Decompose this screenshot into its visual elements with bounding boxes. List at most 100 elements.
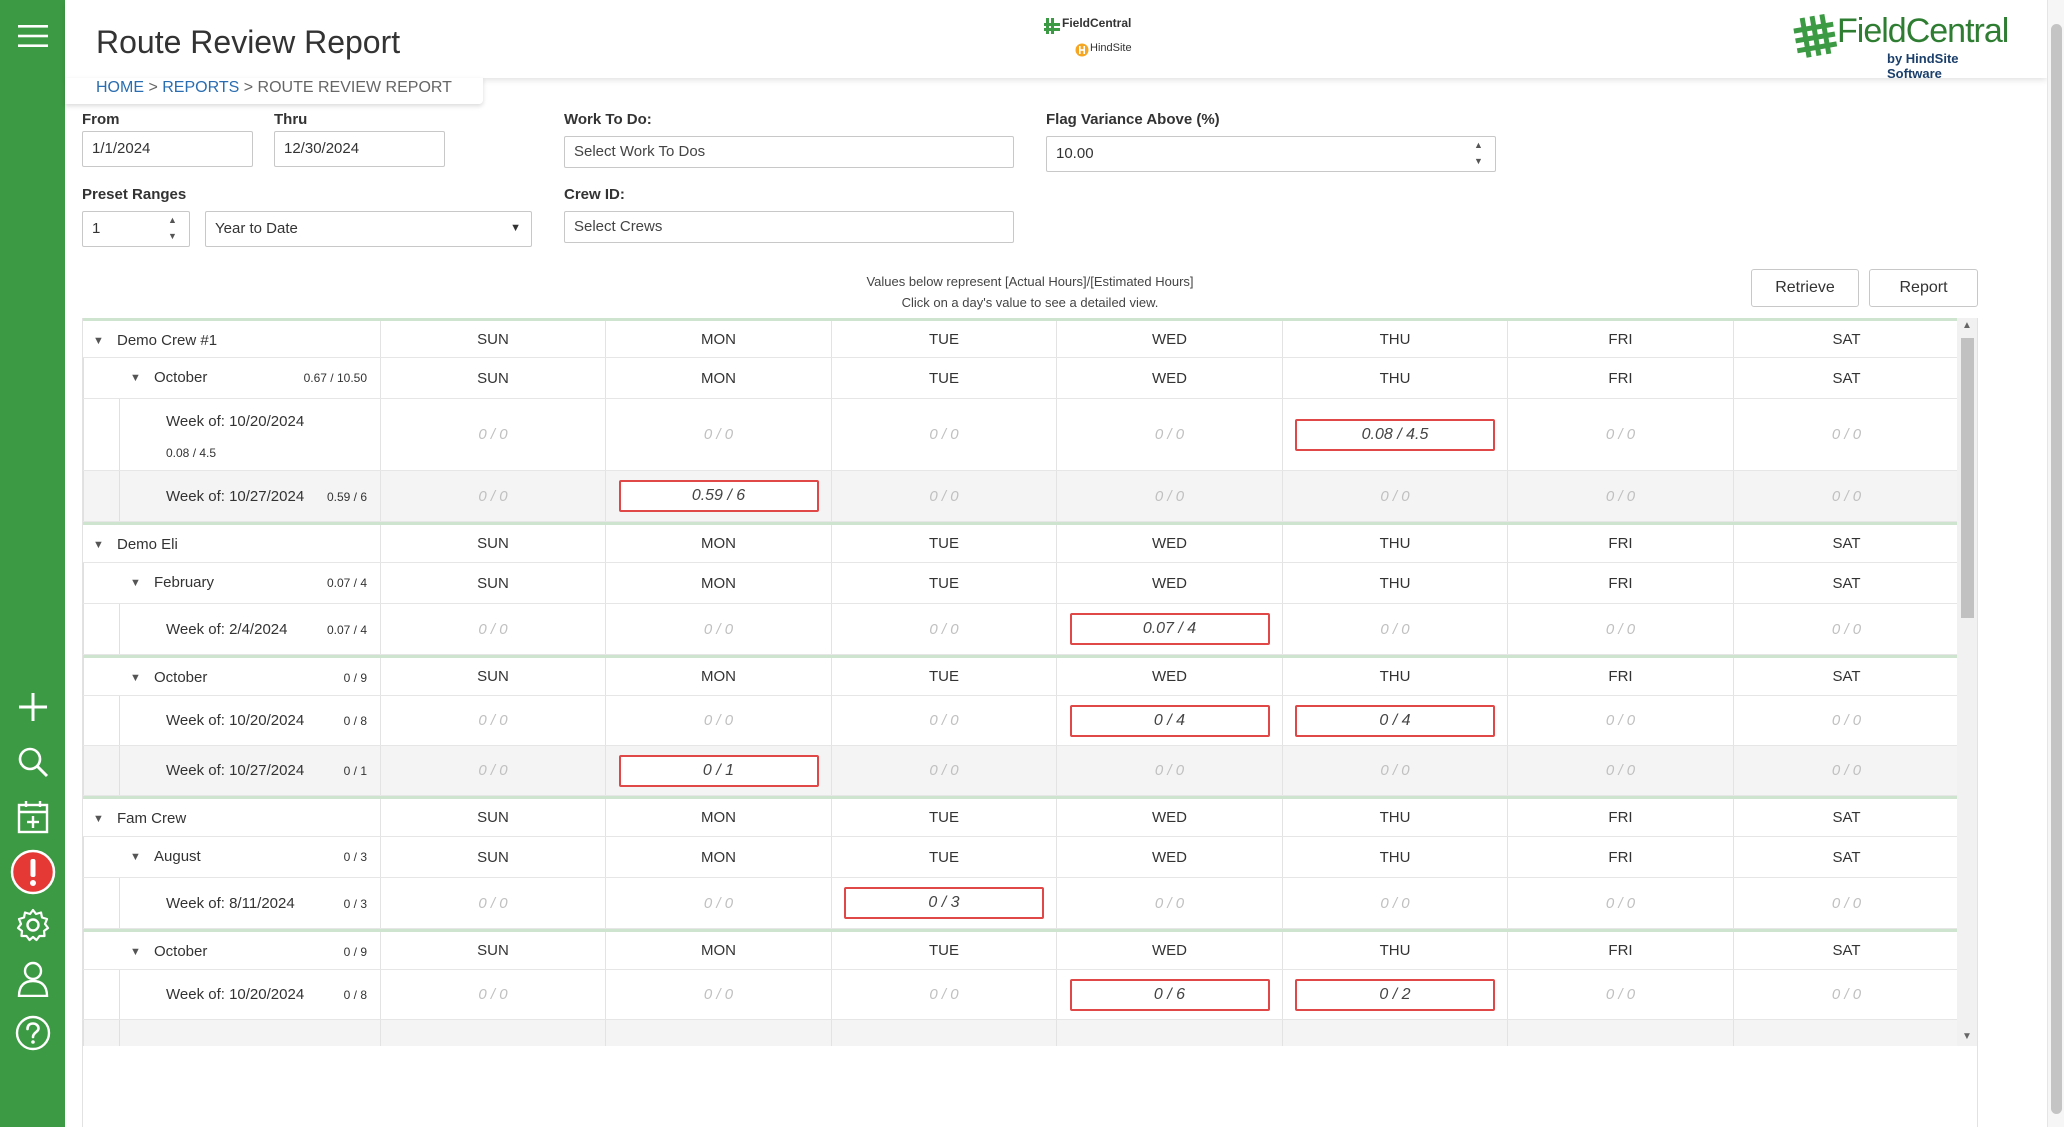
day-cell-thu[interactable]: 0 / 0 (1282, 604, 1507, 654)
flagged-day-value[interactable]: 0 / 2 (1295, 978, 1495, 1011)
day-value[interactable]: 0 / 0 (1831, 894, 1862, 912)
day-cell-wed[interactable]: 0.07 / 4 (1056, 604, 1282, 654)
breadcrumb-reports-link[interactable]: REPORTS (162, 79, 240, 96)
day-cell-sat[interactable]: 0 / 0 (1733, 746, 1959, 795)
day-value[interactable]: 0 / 0 (1831, 986, 1862, 1003)
grid-scrollbar[interactable]: ▲ ▼ (1957, 318, 1977, 1046)
grid-scrollbar-thumb[interactable] (1961, 338, 1974, 618)
day-cell-sun[interactable]: 0 / 0 (380, 399, 605, 470)
help-icon[interactable] (0, 1008, 65, 1058)
day-value[interactable]: 0 / 0 (1605, 894, 1636, 912)
crew-id-select[interactable]: Select Crews (564, 211, 1014, 243)
day-cell-thu[interactable]: 0 / 0 (1282, 878, 1507, 928)
day-cell-wed[interactable]: 0 / 0 (1056, 399, 1282, 470)
flagged-day-value[interactable]: 0 / 6 (1069, 978, 1270, 1011)
flagged-day-value[interactable]: 0 / 4 (1069, 704, 1270, 737)
day-cell-mon[interactable]: 0 / 0 (605, 399, 831, 470)
flagged-day-value[interactable]: 0 / 4 (1295, 704, 1495, 737)
flagged-day-value[interactable]: 0.08 / 4.5 (1295, 418, 1495, 451)
day-cell-mon[interactable]: 0 / 1 (605, 746, 831, 795)
day-cell-thu[interactable]: 0 / 0 (1282, 746, 1507, 795)
stepper-up-icon[interactable]: ▲ (168, 215, 177, 225)
day-cell-fri[interactable]: 0 / 0 (1507, 399, 1733, 470)
week-name[interactable]: Week of: 10/20/2024 (166, 712, 305, 729)
day-cell-sat[interactable]: 0 / 0 (1733, 471, 1959, 521)
collapse-caret-icon[interactable]: ▼ (130, 372, 141, 384)
calendar-add-icon[interactable] (0, 792, 65, 842)
day-cell-fri[interactable]: 0 / 0 (1507, 746, 1733, 795)
day-value[interactable]: 0 / 0 (703, 426, 734, 443)
day-cell-mon[interactable]: 0 / 0 (605, 878, 831, 928)
week-name[interactable]: Week of: 10/27/2024 (166, 762, 305, 779)
day-cell-tue[interactable]: 0 / 0 (831, 399, 1056, 470)
week-name[interactable]: Week of: 2/4/2024 (166, 621, 288, 638)
day-cell-sat[interactable]: 0 / 0 (1733, 696, 1959, 745)
day-cell-sat[interactable]: 0 / 0 (1733, 970, 1959, 1019)
day-value[interactable]: 0 / 0 (929, 426, 959, 443)
day-value[interactable]: 0 / 0 (929, 620, 959, 638)
day-cell-fri[interactable]: 0 / 0 (1507, 696, 1733, 745)
day-value[interactable]: 0 / 0 (1154, 894, 1185, 912)
day-cell-mon[interactable]: 0 / 0 (605, 696, 831, 745)
stepper-down-icon[interactable]: ▼ (168, 231, 177, 241)
day-cell-thu[interactable]: 0 / 0 (1282, 471, 1507, 521)
work-to-do-select[interactable]: Select Work To Dos (564, 136, 1014, 168)
collapse-caret-icon[interactable]: ▼ (130, 851, 141, 863)
day-value[interactable]: 0 / 0 (1605, 762, 1636, 779)
retrieve-button[interactable]: Retrieve (1751, 269, 1859, 307)
day-value[interactable]: 0 / 0 (478, 620, 508, 638)
day-value[interactable]: 0 / 0 (703, 986, 734, 1003)
day-value[interactable]: 0 / 0 (1380, 620, 1410, 638)
day-value[interactable]: 0 / 0 (703, 712, 734, 729)
day-value[interactable]: 0 / 0 (1831, 620, 1862, 638)
day-cell-sun[interactable]: 0 / 0 (380, 604, 605, 654)
day-cell-thu[interactable]: 0 / 4 (1282, 696, 1507, 745)
day-value[interactable]: 0 / 0 (1605, 487, 1636, 505)
week-name[interactable]: Week of: 10/20/2024 (166, 413, 305, 430)
day-value[interactable]: 0 / 0 (929, 986, 959, 1003)
stepper-down-icon[interactable]: ▼ (1474, 156, 1483, 166)
day-cell-mon[interactable]: 0 / 0 (605, 604, 831, 654)
day-cell-tue[interactable]: 0 / 3 (831, 878, 1056, 928)
day-cell-sun[interactable]: 0 / 0 (380, 746, 605, 795)
day-value[interactable]: 0 / 0 (1605, 712, 1636, 729)
flag-variance-input[interactable]: 10.00 (1046, 136, 1496, 172)
day-cell-sat[interactable]: 0 / 0 (1733, 604, 1959, 654)
scroll-up-icon[interactable]: ▲ (1962, 320, 1972, 331)
day-cell-thu[interactable]: 0.08 / 4.5 (1282, 399, 1507, 470)
day-value[interactable]: 0 / 0 (1831, 762, 1862, 779)
user-icon[interactable] (0, 954, 65, 1004)
day-cell-tue[interactable]: 0 / 0 (831, 696, 1056, 745)
collapse-caret-icon[interactable]: ▼ (130, 946, 141, 958)
day-value[interactable]: 0 / 0 (1380, 894, 1410, 912)
flagged-day-value[interactable]: 0.07 / 4 (1069, 613, 1270, 645)
day-cell-sat[interactable]: 0 / 0 (1733, 878, 1959, 928)
day-value[interactable]: 0 / 0 (1154, 487, 1185, 505)
day-value[interactable]: 0 / 0 (1831, 712, 1862, 729)
page-scrollbar-thumb[interactable] (2051, 24, 2062, 1114)
day-value[interactable]: 0 / 0 (478, 712, 508, 729)
day-cell-tue[interactable]: 0 / 0 (831, 746, 1056, 795)
day-cell-tue[interactable]: 0 / 0 (831, 604, 1056, 654)
day-cell-thu[interactable]: 0 / 2 (1282, 970, 1507, 1019)
month-label-cell[interactable]: ▼ August 0 / 3 (83, 837, 380, 877)
day-cell-wed[interactable]: 0 / 0 (1056, 471, 1282, 521)
day-cell-fri[interactable]: 0 / 0 (1507, 878, 1733, 928)
day-cell-thu[interactable] (1282, 1020, 1507, 1046)
day-cell-sun[interactable]: 0 / 0 (380, 970, 605, 1019)
month-label-cell[interactable]: ▼ October 0 / 9 (83, 658, 380, 695)
day-cell-mon[interactable]: 0.59 / 6 (605, 471, 831, 521)
flagged-day-value[interactable]: 0 / 3 (844, 887, 1044, 919)
day-cell-fri[interactable]: 0 / 0 (1507, 604, 1733, 654)
day-value[interactable]: 0 / 0 (929, 762, 959, 779)
stepper-up-icon[interactable]: ▲ (1474, 140, 1483, 150)
day-cell-mon[interactable] (605, 1020, 831, 1046)
day-value[interactable]: 0 / 0 (478, 894, 508, 912)
crew-label-cell[interactable]: ▼ Fam Crew (83, 799, 380, 836)
thru-date-input[interactable]: 12/30/2024 (274, 131, 445, 167)
day-cell-sat[interactable]: 0 / 0 (1733, 399, 1959, 470)
day-value[interactable]: 0 / 0 (929, 712, 959, 729)
day-value[interactable]: 0 / 0 (1154, 762, 1185, 779)
day-cell-sun[interactable] (380, 1020, 605, 1046)
flagged-day-value[interactable]: 0.59 / 6 (618, 480, 819, 512)
